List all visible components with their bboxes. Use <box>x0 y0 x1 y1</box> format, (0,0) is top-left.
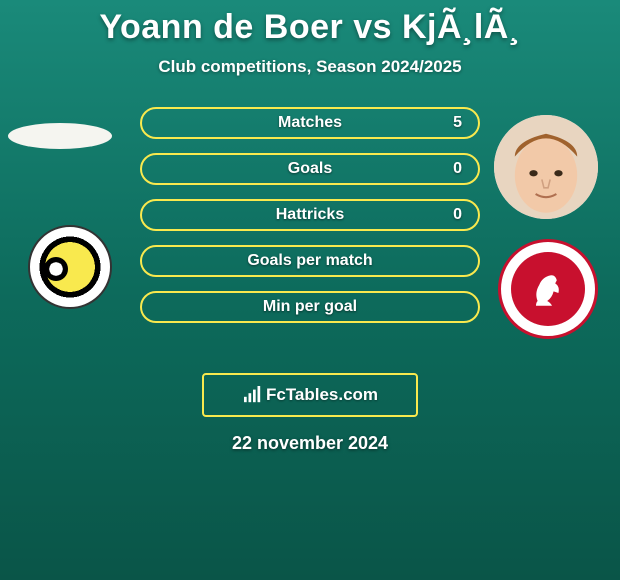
club-right-inner <box>511 252 585 326</box>
stat-label: Goals <box>288 160 332 178</box>
page-title: Yoann de Boer vs KjÃ¸lÃ¸ <box>0 0 620 47</box>
stat-row-goals: Goals 0 <box>140 153 480 185</box>
date-text: 22 november 2024 <box>0 433 620 454</box>
stat-label: Matches <box>278 114 342 132</box>
brand-footer[interactable]: FcTables.com <box>202 373 418 417</box>
horse-icon <box>528 269 568 309</box>
stat-label: Min per goal <box>263 298 357 316</box>
brand-text: FcTables.com <box>266 385 378 405</box>
club-right-badge <box>498 239 598 339</box>
stat-rows: Matches 5 Goals 0 Hattricks 0 Goals per … <box>140 107 480 337</box>
club-left-badge <box>28 225 112 309</box>
stat-row-goals-per-match: Goals per match <box>140 245 480 277</box>
stat-label: Hattricks <box>276 206 344 224</box>
stat-right-value: 5 <box>453 114 462 132</box>
face-icon <box>494 115 598 219</box>
stat-right-value: 0 <box>453 206 462 224</box>
subtitle: Club competitions, Season 2024/2025 <box>0 57 620 77</box>
stat-right-value: 0 <box>453 160 462 178</box>
stat-row-matches: Matches 5 <box>140 107 480 139</box>
stat-label: Goals per match <box>247 252 372 270</box>
bar-chart-icon <box>242 386 264 404</box>
stats-area: Matches 5 Goals 0 Hattricks 0 Goals per … <box>0 107 620 367</box>
stat-row-hattricks: Hattricks 0 <box>140 199 480 231</box>
player-right-avatar <box>494 115 598 219</box>
stat-row-min-per-goal: Min per goal <box>140 291 480 323</box>
player-left-avatar <box>8 123 112 149</box>
